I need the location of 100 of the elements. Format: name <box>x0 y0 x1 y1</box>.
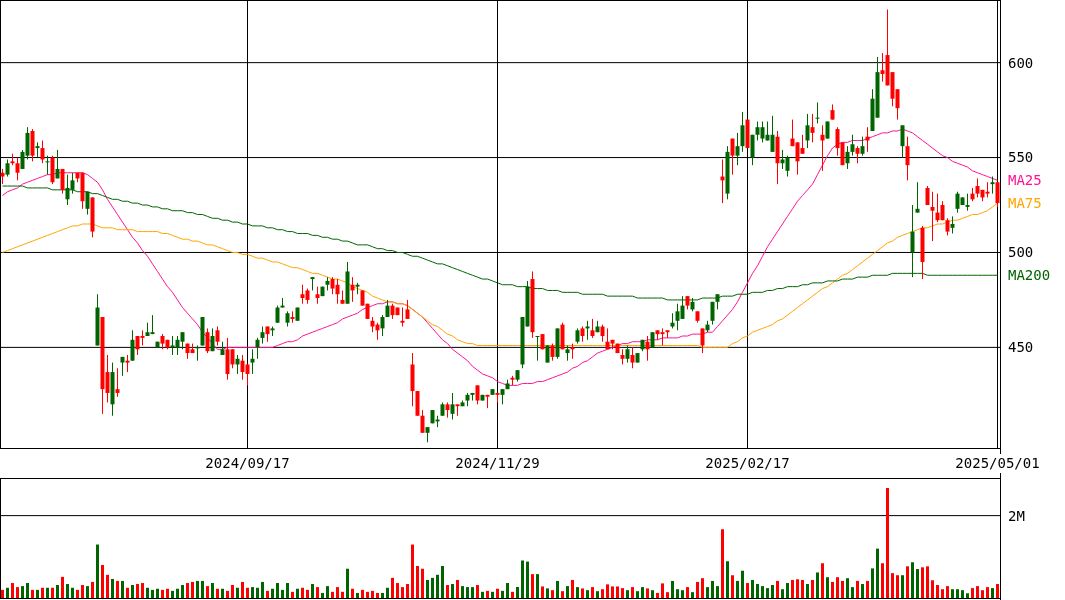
bar <box>321 592 324 598</box>
bar <box>626 590 629 598</box>
bar <box>551 590 554 598</box>
bar <box>916 569 919 598</box>
candlestick <box>205 327 210 354</box>
bar <box>96 544 99 598</box>
candlestick <box>810 113 815 143</box>
bar <box>746 583 749 598</box>
bar <box>456 579 459 598</box>
bar <box>561 591 564 598</box>
bar <box>641 587 644 598</box>
bar <box>726 561 729 598</box>
candlestick <box>700 327 705 354</box>
candlestick <box>15 157 20 181</box>
bar <box>411 544 414 598</box>
bar <box>226 590 229 598</box>
bar <box>306 589 309 598</box>
bar <box>46 587 49 598</box>
bar <box>91 581 94 598</box>
bar <box>786 583 789 598</box>
bar <box>646 588 649 598</box>
bar <box>776 580 779 598</box>
candlestick <box>815 102 820 124</box>
bar <box>801 579 804 598</box>
bar <box>41 587 44 598</box>
bar <box>61 576 64 598</box>
bar <box>101 565 104 598</box>
bar <box>621 588 624 598</box>
bar <box>191 581 194 598</box>
bar <box>631 587 634 598</box>
bar <box>336 587 339 598</box>
bar <box>546 588 549 598</box>
bar <box>296 588 299 598</box>
bar <box>566 586 569 598</box>
bar <box>1 589 4 598</box>
bar <box>766 588 769 598</box>
bar <box>846 578 849 598</box>
bar <box>966 593 969 598</box>
bar <box>21 586 24 598</box>
bar <box>681 590 684 598</box>
bar <box>896 575 899 598</box>
bar <box>351 588 354 598</box>
bar <box>591 587 594 598</box>
candlestick <box>420 409 425 434</box>
bar <box>36 589 39 598</box>
bar <box>461 586 464 598</box>
bar <box>86 586 89 598</box>
bar <box>171 590 174 598</box>
candlestick <box>750 134 755 166</box>
candlestick <box>905 136 910 181</box>
bar <box>261 581 264 598</box>
bar <box>26 583 29 598</box>
bar <box>911 562 914 598</box>
bar <box>981 590 984 598</box>
candlestick <box>55 149 60 179</box>
bar <box>691 592 694 598</box>
bar <box>686 587 689 598</box>
series-label: MA25 <box>1008 172 1042 189</box>
bar <box>31 589 34 598</box>
bar <box>831 581 834 598</box>
bar <box>141 583 144 598</box>
bar <box>671 580 674 598</box>
bar <box>636 591 639 598</box>
bar <box>491 591 494 598</box>
bar <box>876 548 879 598</box>
bar <box>706 587 709 598</box>
bar <box>601 589 604 598</box>
candlestick <box>130 329 135 362</box>
bar <box>571 579 574 598</box>
bar <box>451 584 454 598</box>
bar <box>816 572 819 598</box>
bar <box>16 587 19 598</box>
bar <box>391 577 394 598</box>
bar <box>836 577 839 598</box>
bar <box>466 587 469 598</box>
bar <box>976 586 979 598</box>
candlestick <box>770 115 775 153</box>
candlestick <box>845 145 850 170</box>
bar <box>401 587 404 598</box>
bar <box>791 579 794 598</box>
candlestick <box>735 132 740 166</box>
bar <box>386 587 389 598</box>
ref-line-label: 2M <box>1008 507 1025 524</box>
bar <box>531 574 534 598</box>
bar <box>216 588 219 598</box>
bar <box>281 589 284 598</box>
bar <box>986 587 989 598</box>
bar <box>796 579 799 598</box>
bar <box>586 590 589 598</box>
bar <box>761 586 764 598</box>
bar <box>931 580 934 598</box>
candlestick <box>60 168 65 195</box>
bar <box>936 585 939 598</box>
bar <box>181 585 184 598</box>
bar <box>291 591 294 598</box>
bar <box>946 586 949 598</box>
bar <box>871 568 874 598</box>
candlestick <box>590 318 595 339</box>
bar <box>661 583 664 598</box>
bar <box>656 592 659 598</box>
